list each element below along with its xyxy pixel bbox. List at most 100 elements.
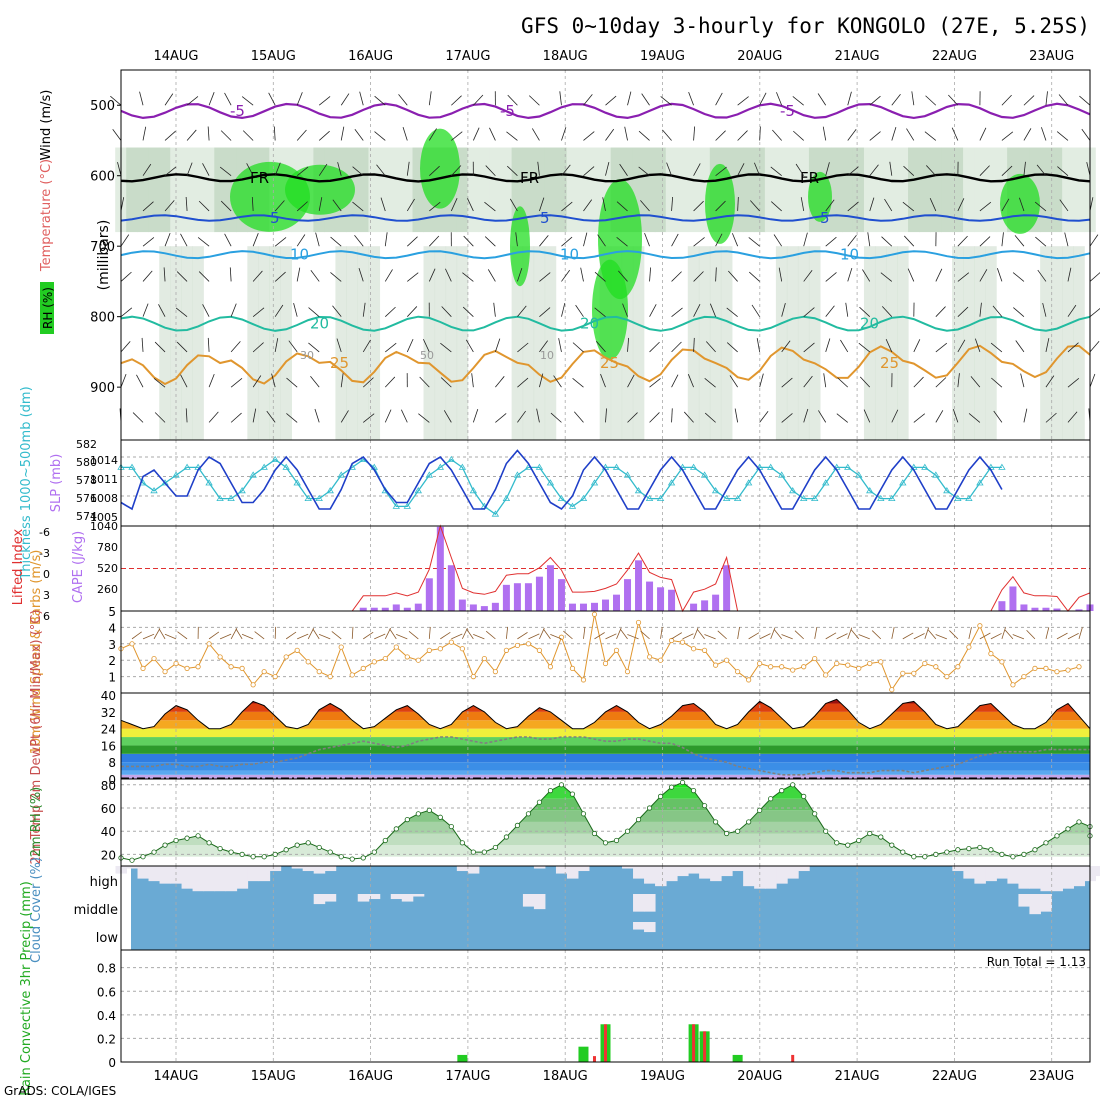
wind-barb bbox=[451, 165, 462, 176]
wind-barb bbox=[715, 233, 723, 247]
date-label-bottom: 22AUG bbox=[932, 1069, 977, 1084]
wind10-point bbox=[922, 660, 928, 667]
rh-shade bbox=[412, 147, 425, 233]
wind10-point bbox=[360, 665, 366, 672]
slp-tick: 1005 bbox=[90, 511, 118, 524]
precip-total-bar bbox=[732, 1054, 743, 1062]
wind-barb bbox=[1001, 94, 1012, 106]
wind-barb bbox=[594, 271, 606, 282]
wind-barb bbox=[970, 376, 981, 388]
thickness-point bbox=[965, 494, 973, 501]
cloud-clear-high bbox=[533, 866, 546, 869]
cloud-clear-middle bbox=[1018, 894, 1030, 907]
wind-barb bbox=[803, 270, 813, 282]
thickness-point bbox=[535, 463, 544, 470]
wind10-point bbox=[305, 659, 311, 665]
wind10-point bbox=[371, 659, 377, 665]
wind10-point bbox=[1010, 682, 1016, 688]
thickness-point bbox=[799, 494, 808, 501]
thickness-point bbox=[932, 471, 940, 478]
contour-label: 5 bbox=[270, 209, 280, 227]
cloud-clear-high bbox=[677, 866, 689, 877]
wind-barb bbox=[362, 302, 366, 317]
wind10-barb bbox=[935, 634, 947, 640]
date-label-bottom: 21AUG bbox=[835, 1069, 880, 1084]
rh-shade bbox=[720, 246, 733, 440]
rh-legend-swatch bbox=[40, 282, 54, 334]
rh-shade bbox=[379, 147, 392, 233]
rh-shade bbox=[974, 147, 986, 233]
cape-bar bbox=[458, 599, 466, 611]
date-label-top: 23AUG bbox=[1029, 49, 1074, 64]
wind-barb bbox=[662, 129, 672, 141]
thickness-point bbox=[392, 502, 400, 509]
rh-point bbox=[955, 847, 961, 853]
wind-barb bbox=[198, 271, 210, 282]
cloud-clear-high bbox=[192, 866, 205, 892]
wind-barb bbox=[847, 129, 857, 141]
rh-point bbox=[900, 849, 906, 855]
rh-point bbox=[415, 811, 421, 817]
cape-bar bbox=[502, 584, 510, 611]
temp-contour-m5 bbox=[120, 102, 1091, 120]
rh-point bbox=[668, 784, 675, 790]
wind-barb bbox=[704, 412, 716, 423]
thickness-tick: 582 bbox=[76, 438, 97, 451]
wind-barb bbox=[308, 342, 320, 353]
wind-barb bbox=[583, 131, 595, 141]
rh-contour-label: 10 bbox=[540, 349, 554, 362]
wind10-barb bbox=[902, 632, 914, 640]
wind-barb bbox=[208, 92, 215, 106]
wind-barb bbox=[445, 268, 452, 282]
cloud-clear-high bbox=[291, 866, 304, 869]
rh-point bbox=[360, 855, 366, 861]
thickness-point bbox=[403, 502, 412, 509]
rh-shade bbox=[489, 147, 502, 233]
rh-shade bbox=[203, 147, 215, 233]
wind-barb bbox=[671, 271, 682, 282]
contour-label: FR bbox=[800, 169, 819, 187]
wind-barb bbox=[825, 162, 830, 176]
rh-point bbox=[206, 840, 212, 846]
thickness-point bbox=[877, 494, 885, 501]
precip-total-bar bbox=[457, 1054, 468, 1062]
rh-shade bbox=[280, 246, 292, 440]
wind-barb bbox=[539, 235, 549, 247]
wind10-point bbox=[801, 664, 807, 670]
wind10-point bbox=[503, 647, 509, 653]
rh-shade bbox=[897, 147, 909, 233]
rh-shade bbox=[478, 147, 491, 233]
rh-point bbox=[437, 814, 443, 820]
wind10-point bbox=[195, 664, 201, 670]
wind-barb bbox=[649, 304, 657, 317]
wind10-point bbox=[250, 682, 256, 688]
wind-barb bbox=[913, 376, 924, 388]
rh-moist-area bbox=[1000, 173, 1040, 234]
rh-shade bbox=[1051, 147, 1063, 233]
wind10-barb bbox=[836, 633, 848, 640]
wind-barb bbox=[252, 307, 265, 317]
wind-barb bbox=[880, 272, 893, 282]
cloud-clear-middle bbox=[412, 894, 425, 897]
wind-barb bbox=[558, 338, 562, 352]
dewpt-line bbox=[121, 736, 1090, 776]
thickness-point bbox=[205, 479, 213, 486]
wind-barb bbox=[242, 130, 254, 141]
wind10-barb bbox=[781, 634, 793, 640]
wind-barb bbox=[693, 271, 704, 282]
thickness-point bbox=[899, 479, 907, 486]
rh-tick: 20 bbox=[101, 848, 116, 862]
wind-barb bbox=[539, 340, 548, 353]
wind-barb bbox=[1015, 340, 1025, 353]
wind10-point bbox=[933, 664, 939, 670]
wind10-barb bbox=[696, 629, 705, 640]
wind-barb bbox=[737, 130, 748, 141]
wind10-point bbox=[988, 651, 994, 657]
wind-barb bbox=[493, 302, 496, 317]
rh-moist-area bbox=[285, 164, 355, 215]
wind-barb bbox=[1037, 269, 1047, 282]
wind-barb bbox=[884, 198, 893, 212]
cloud-clear-high bbox=[765, 866, 777, 889]
wind-barb bbox=[374, 95, 386, 106]
wind-barb bbox=[230, 412, 242, 423]
